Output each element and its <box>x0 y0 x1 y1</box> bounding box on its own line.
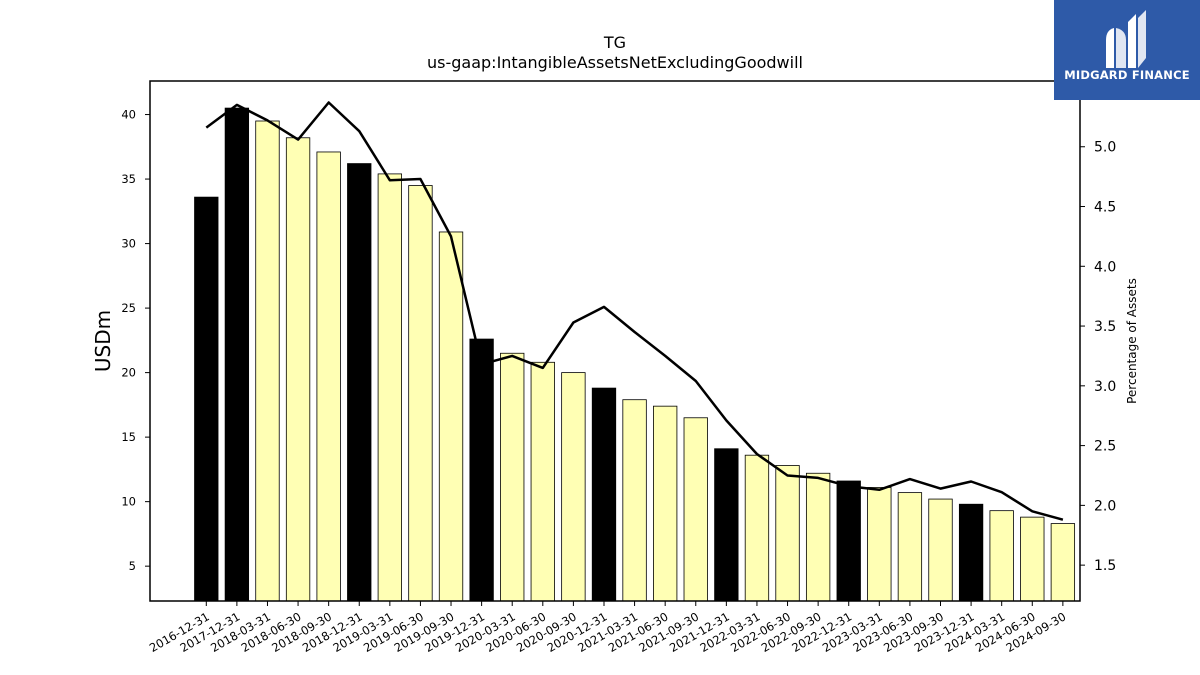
y2-tick-label: 2.5 <box>1094 439 1116 455</box>
percentage-line <box>205 101 1064 521</box>
bar <box>989 510 1014 602</box>
bar <box>530 361 555 602</box>
bar <box>500 352 525 602</box>
line-series <box>205 101 1064 521</box>
bar <box>867 487 892 602</box>
bar <box>438 231 464 602</box>
bar-series <box>194 107 1076 602</box>
y2-tick-label: 5.0 <box>1094 140 1116 156</box>
y-tick-label: 10 <box>121 495 136 509</box>
chart-subtitle: us-gaap:IntangibleAssetsNetExcludingGood… <box>427 53 803 72</box>
bar <box>744 454 770 602</box>
y-tick-label: 30 <box>121 237 136 251</box>
y2-tick-label: 3.0 <box>1094 379 1116 395</box>
bar <box>224 107 250 602</box>
y2-axis-label: Percentage of Assets <box>1125 278 1139 404</box>
y-tick-label: 20 <box>121 366 136 380</box>
y2-tick-label: 1.5 <box>1094 558 1116 574</box>
bar <box>316 151 341 602</box>
bar <box>1050 523 1076 602</box>
y-axis-left: 5 10 15 20 25 30 35 40 <box>121 108 150 573</box>
chart-title: TG <box>603 33 626 52</box>
bar <box>653 405 678 602</box>
y2-tick-label: 4.0 <box>1094 259 1116 275</box>
y-tick-label: 5 <box>129 559 136 573</box>
midgard-m-logo-icon <box>1106 10 1146 68</box>
y2-tick-label: 4.5 <box>1094 200 1116 216</box>
y-tick-label: 35 <box>121 172 136 186</box>
bar <box>683 417 708 602</box>
bar <box>591 387 617 602</box>
brand-name: MIDGARD FINANCE <box>1064 68 1190 82</box>
bar <box>377 173 402 602</box>
y-axis-right: 1.5 2.0 2.5 3.0 3.5 4.0 4.5 5.0 <box>1080 140 1116 574</box>
y2-tick-label: 3.5 <box>1094 319 1116 335</box>
bar <box>714 448 739 602</box>
bar <box>194 196 219 602</box>
bar <box>897 492 923 602</box>
x-axis: 2016-12-312017-12-312018-03-312018-06-30… <box>147 601 1068 655</box>
y-axis-label: USDm <box>91 310 115 372</box>
bar <box>285 137 311 602</box>
bar <box>469 338 494 602</box>
y-tick-label: 15 <box>121 430 136 444</box>
bar <box>347 163 372 602</box>
bar <box>928 498 953 602</box>
bar <box>805 472 831 602</box>
bar <box>408 185 433 602</box>
bar <box>775 465 800 602</box>
bar <box>958 503 984 602</box>
bar <box>561 372 586 602</box>
y2-tick-label: 2.0 <box>1094 498 1116 514</box>
bar <box>836 480 861 602</box>
brand-logo: MIDGARD FINANCE <box>1054 0 1200 100</box>
bar <box>255 120 280 602</box>
y-tick-label: 25 <box>121 301 136 315</box>
bar <box>1020 516 1045 602</box>
y-tick-label: 40 <box>121 108 136 122</box>
plot-frame <box>149 80 1081 602</box>
bar <box>622 399 647 602</box>
